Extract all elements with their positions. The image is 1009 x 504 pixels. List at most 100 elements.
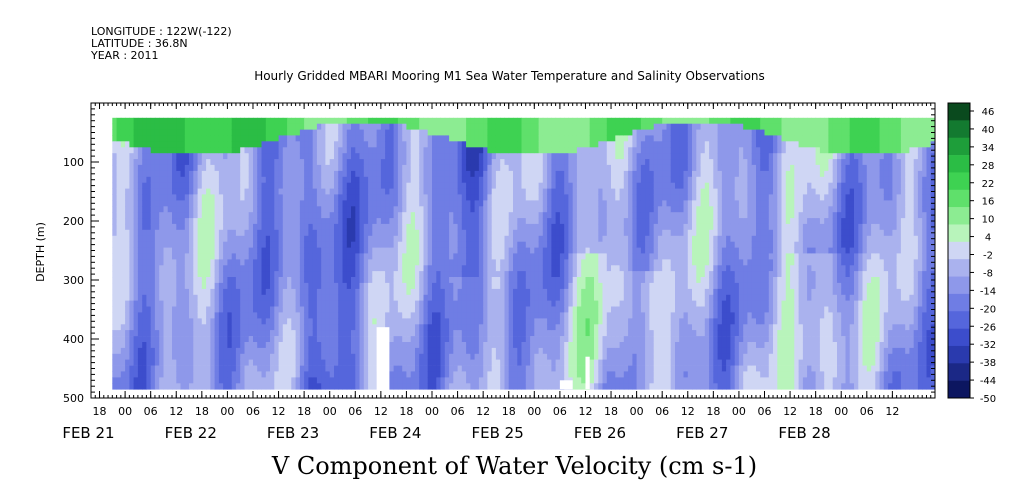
heatmap-cell bbox=[402, 336, 407, 343]
heatmap-cell bbox=[150, 342, 156, 349]
heatmap-cell bbox=[329, 342, 335, 349]
heatmap-cell bbox=[372, 141, 377, 148]
heatmap-cell bbox=[432, 312, 437, 319]
heatmap-cell bbox=[564, 241, 569, 248]
heatmap-cell bbox=[415, 147, 420, 154]
heatmap-cell bbox=[440, 164, 446, 172]
heatmap-cell bbox=[530, 306, 535, 313]
heatmap-cell bbox=[287, 306, 292, 313]
heatmap-cell bbox=[146, 200, 152, 207]
heatmap-cell bbox=[342, 359, 348, 366]
heatmap-cell bbox=[410, 147, 416, 154]
heatmap-cell bbox=[308, 176, 314, 184]
heatmap-cell bbox=[525, 194, 531, 201]
heatmap-cell bbox=[372, 318, 377, 325]
heatmap-cell bbox=[478, 200, 484, 207]
heatmap-cell bbox=[287, 170, 292, 178]
heatmap-cell bbox=[453, 159, 458, 166]
heatmap-cell bbox=[180, 312, 186, 319]
heatmap-cell bbox=[227, 318, 233, 325]
heatmap-cell bbox=[380, 294, 386, 302]
heatmap-cell bbox=[299, 241, 305, 248]
heatmap-cell bbox=[508, 300, 514, 307]
heatmap-cell bbox=[201, 229, 207, 237]
heatmap-cell bbox=[120, 194, 126, 201]
heatmap-cell bbox=[508, 347, 514, 355]
heatmap-cell bbox=[470, 259, 476, 266]
heatmap-cell bbox=[125, 318, 130, 325]
heatmap-cell bbox=[432, 218, 437, 225]
heatmap-cell bbox=[180, 265, 186, 272]
heatmap-cell bbox=[257, 117, 262, 125]
heatmap-cell bbox=[244, 170, 250, 178]
heatmap-cell bbox=[180, 318, 186, 325]
heatmap-cell bbox=[440, 241, 446, 248]
heatmap-cell bbox=[240, 194, 245, 201]
heatmap-cell bbox=[329, 253, 335, 260]
heatmap-cell bbox=[542, 259, 548, 266]
heatmap-cell bbox=[415, 129, 420, 136]
heatmap-cell bbox=[534, 135, 539, 142]
heatmap-cell bbox=[334, 241, 339, 248]
heatmap-cell bbox=[457, 159, 463, 166]
heatmap-cell bbox=[270, 294, 275, 302]
heatmap-cell bbox=[470, 218, 476, 225]
heatmap-cell bbox=[308, 218, 314, 225]
heatmap-cell bbox=[538, 129, 544, 136]
heatmap-cell bbox=[534, 288, 539, 296]
heatmap-cell bbox=[568, 206, 574, 213]
heatmap-cell bbox=[385, 318, 390, 325]
heatmap-cell bbox=[146, 229, 152, 237]
heatmap-cell bbox=[257, 176, 262, 184]
heatmap-cell bbox=[449, 312, 454, 319]
heatmap-cell bbox=[542, 371, 548, 378]
heatmap-cell bbox=[564, 342, 569, 349]
heatmap-cell bbox=[564, 182, 569, 189]
heatmap-cell bbox=[542, 377, 548, 384]
heatmap-cell bbox=[478, 353, 484, 361]
heatmap-cell bbox=[321, 294, 326, 302]
heatmap-cell bbox=[116, 117, 122, 125]
heatmap-cell bbox=[265, 259, 271, 266]
heatmap-cell bbox=[547, 194, 552, 201]
heatmap-cell bbox=[542, 206, 548, 213]
heatmap-cell bbox=[197, 282, 203, 290]
heatmap-cell bbox=[466, 288, 471, 296]
heatmap-cell bbox=[163, 324, 169, 331]
heatmap-cell bbox=[227, 247, 233, 254]
heatmap-cell bbox=[538, 188, 544, 195]
heatmap-cell bbox=[376, 235, 382, 243]
heatmap-cell bbox=[393, 365, 399, 372]
heatmap-cell bbox=[419, 324, 424, 331]
heatmap-cell bbox=[325, 324, 331, 331]
heatmap-cell bbox=[167, 212, 173, 219]
heatmap-cell bbox=[551, 129, 557, 136]
heatmap-cell bbox=[397, 259, 403, 266]
heatmap-cell bbox=[427, 336, 433, 343]
heatmap-cell bbox=[427, 200, 433, 207]
heatmap-cell bbox=[495, 206, 501, 213]
heatmap-cell bbox=[487, 306, 493, 313]
heatmap-cell bbox=[248, 330, 254, 337]
heatmap-cell bbox=[129, 359, 135, 366]
heatmap-cell bbox=[261, 312, 267, 319]
heatmap-cell bbox=[436, 306, 441, 313]
heatmap-cell bbox=[223, 153, 228, 160]
heatmap-cell bbox=[547, 123, 552, 130]
heatmap-cell bbox=[206, 241, 211, 248]
heatmap-cell bbox=[112, 312, 117, 319]
heatmap-cell bbox=[278, 294, 284, 302]
heatmap-cell bbox=[457, 170, 463, 178]
heatmap-cell bbox=[427, 330, 433, 337]
heatmap-cell bbox=[453, 271, 458, 278]
heatmap-cell bbox=[308, 271, 314, 278]
heatmap-cell bbox=[504, 129, 510, 136]
heatmap-cell bbox=[184, 206, 190, 213]
heatmap-cell bbox=[393, 312, 399, 319]
heatmap-cell bbox=[410, 306, 416, 313]
heatmap-cell bbox=[415, 336, 420, 343]
heatmap-cell bbox=[461, 206, 467, 213]
heatmap-cell bbox=[406, 218, 412, 225]
heatmap-cell bbox=[453, 347, 458, 355]
heatmap-cell bbox=[525, 324, 531, 331]
